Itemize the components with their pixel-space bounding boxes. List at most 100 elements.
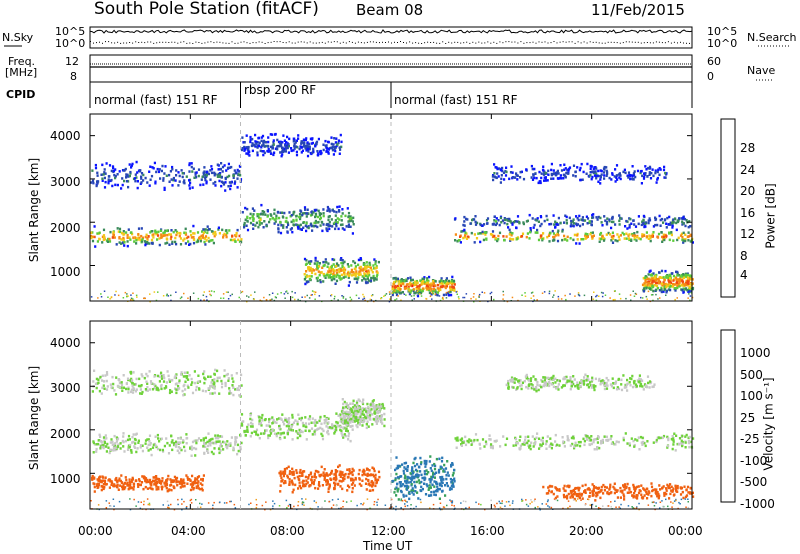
power-cell <box>666 284 669 287</box>
velocity-cell <box>99 435 102 438</box>
power-cell <box>581 223 584 226</box>
power-cell <box>332 275 335 278</box>
power-cell <box>183 237 186 241</box>
power-cell <box>530 164 533 168</box>
velocity-cell <box>171 439 174 442</box>
velocity-cell <box>346 468 349 471</box>
power-cell <box>536 231 539 234</box>
power-cell <box>681 288 684 292</box>
power-cell <box>671 224 674 228</box>
power-cell <box>126 244 129 248</box>
velocity-cell <box>169 389 172 392</box>
velocity-cell <box>371 488 375 492</box>
velocity-cell <box>441 475 444 479</box>
velocity-cell <box>415 468 418 472</box>
power-cell <box>258 213 261 216</box>
power-speckle-cell <box>341 295 343 297</box>
power-cell <box>303 278 306 281</box>
power-cell <box>187 235 190 239</box>
power-speckle-cell <box>310 294 312 296</box>
power-cell <box>510 165 513 168</box>
power-cell <box>94 163 97 167</box>
power-cell <box>600 169 603 173</box>
power-cell <box>539 215 542 218</box>
power-cell <box>224 177 227 181</box>
power-cell <box>625 219 628 223</box>
power-cell <box>411 284 414 288</box>
velocity-cell <box>212 385 215 389</box>
power-cell <box>117 230 120 233</box>
power-cell <box>257 136 261 140</box>
velocity-cell <box>197 380 200 383</box>
velocity-cell <box>366 420 369 423</box>
velocity-cell <box>399 481 402 484</box>
power-cell <box>668 215 671 219</box>
velocity-cell <box>351 424 354 428</box>
power-cell <box>130 166 133 169</box>
power-cell <box>681 279 684 283</box>
power-cell <box>119 230 122 234</box>
power-cell <box>572 164 576 167</box>
power-cell <box>136 186 139 190</box>
power-cell <box>262 150 265 153</box>
power-cell <box>224 181 227 184</box>
velocity-cell <box>101 479 104 482</box>
power-cell <box>599 237 603 241</box>
power-speckle-cell <box>502 294 505 296</box>
velocity-cell <box>359 410 362 413</box>
power-cell <box>170 235 173 239</box>
velocity-cell <box>355 416 358 419</box>
power-cell <box>294 141 297 144</box>
power-cell <box>371 271 374 274</box>
power-cell <box>372 276 375 280</box>
velocity-cell <box>109 383 112 386</box>
velocity-cell <box>313 474 316 478</box>
power-cell <box>243 226 246 229</box>
velocity-cell <box>430 469 433 473</box>
velocity-cell <box>127 487 130 491</box>
velocity-cell <box>329 478 333 481</box>
power-cell <box>165 174 168 177</box>
velocity-cell <box>201 479 204 482</box>
power-cell <box>265 141 268 144</box>
power-cell <box>586 162 589 166</box>
power-cell <box>582 170 585 174</box>
power-cell <box>197 168 201 171</box>
velocity-cell <box>414 490 417 493</box>
velocity-cell <box>155 445 158 449</box>
power-speckle-cell <box>225 291 228 293</box>
power-cell <box>284 145 287 149</box>
power-cell <box>225 233 228 237</box>
velocity-cell <box>372 407 375 410</box>
power-speckle-cell <box>136 296 138 298</box>
velocity-cell <box>204 442 207 445</box>
power-cell <box>578 168 581 172</box>
velocity-cell <box>413 484 417 488</box>
power-cell <box>465 217 468 221</box>
power-cell <box>175 242 178 246</box>
velocity-cell <box>250 421 253 425</box>
power-cell <box>566 168 569 172</box>
power-cell <box>605 233 608 236</box>
velocity-cell <box>342 406 345 409</box>
power-cell <box>302 226 305 229</box>
power-cell <box>492 178 495 182</box>
velocity-cell <box>373 405 376 408</box>
velocity-cell <box>375 408 379 411</box>
power-cell <box>322 260 325 264</box>
velocity-cell <box>267 434 270 437</box>
power-cell <box>150 238 154 242</box>
velocity-cell <box>377 417 380 420</box>
power-cell <box>508 177 511 181</box>
power-cell <box>193 232 196 235</box>
power-cell <box>203 240 206 244</box>
velocity-cell <box>140 373 143 376</box>
velocity-cell <box>353 404 356 407</box>
velocity-cell <box>341 408 344 411</box>
velocity-cell <box>120 474 123 477</box>
power-speckle-cell <box>600 291 603 294</box>
power-cell <box>102 234 106 237</box>
power-cell <box>528 237 531 240</box>
velocity-cell <box>149 442 152 445</box>
power-cell <box>689 225 692 228</box>
